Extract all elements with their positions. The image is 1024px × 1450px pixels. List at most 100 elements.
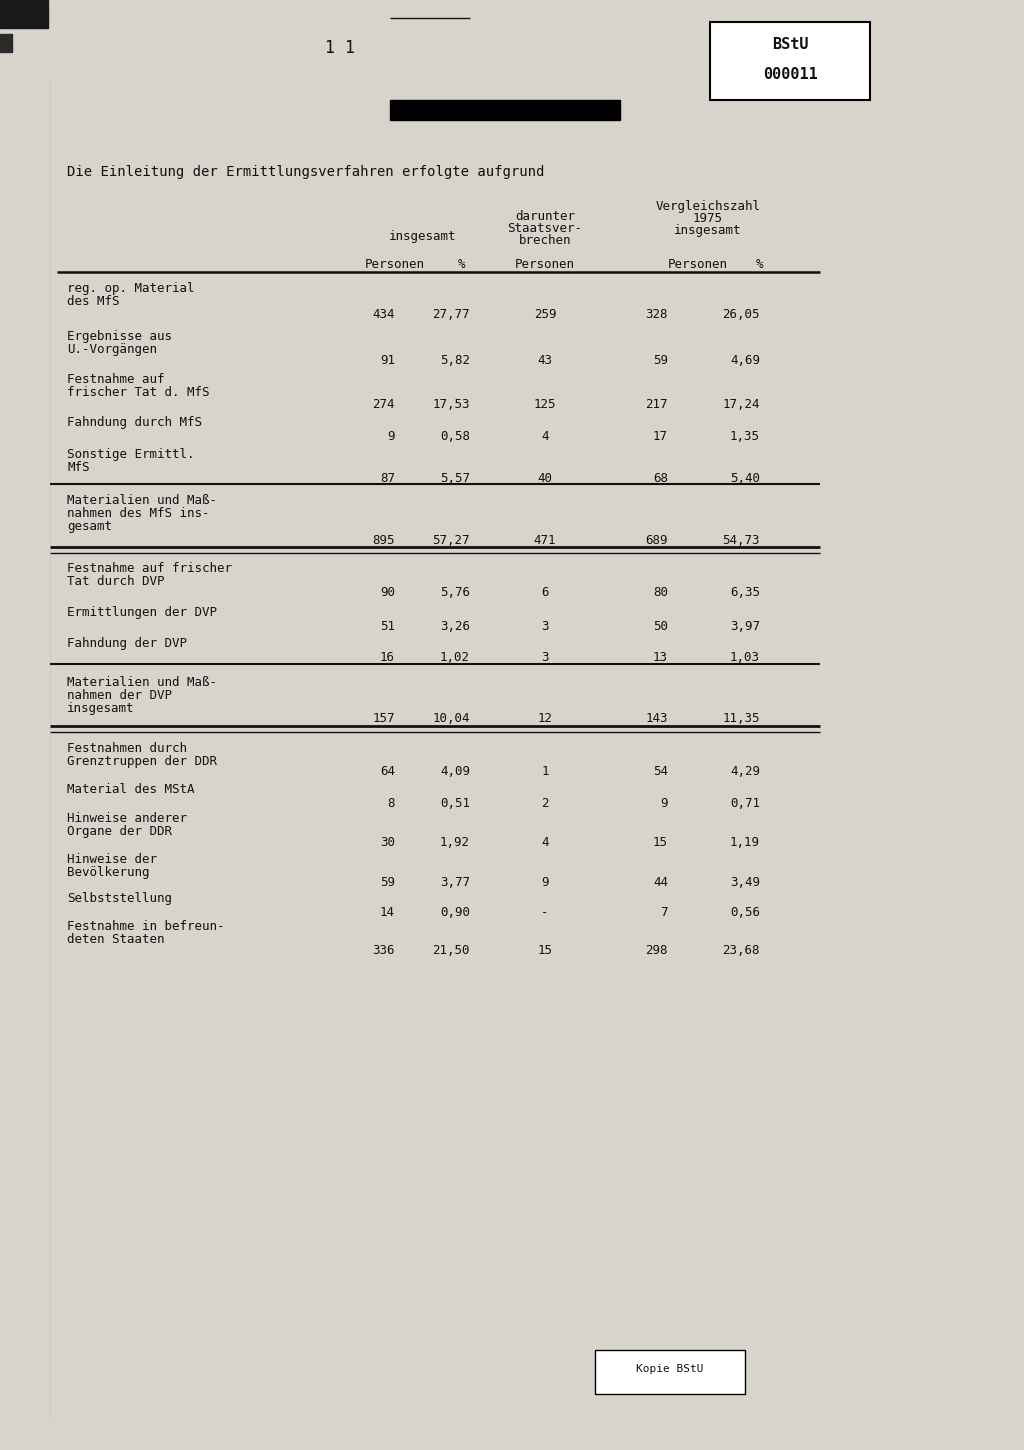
Text: 43: 43: [538, 354, 553, 367]
Text: Personen: Personen: [515, 258, 575, 271]
Text: 6: 6: [542, 586, 549, 599]
Text: MfS: MfS: [67, 461, 89, 474]
Text: Festnahme auf: Festnahme auf: [67, 373, 165, 386]
Text: 54,73: 54,73: [723, 534, 760, 547]
Text: nahmen der DVP: nahmen der DVP: [67, 689, 172, 702]
Text: brechen: brechen: [519, 233, 571, 247]
Text: 11,35: 11,35: [723, 712, 760, 725]
Text: 15: 15: [653, 837, 668, 850]
Text: insgesamt: insgesamt: [389, 231, 457, 244]
Text: 90: 90: [380, 586, 395, 599]
Text: Material des MStA: Material des MStA: [67, 783, 195, 796]
Text: 217: 217: [645, 397, 668, 410]
Text: 0,51: 0,51: [440, 798, 470, 811]
Text: 15: 15: [538, 944, 553, 957]
Text: 54: 54: [653, 766, 668, 779]
Text: %: %: [757, 258, 764, 271]
Text: 336: 336: [373, 944, 395, 957]
Text: 4: 4: [542, 431, 549, 444]
Text: 12: 12: [538, 712, 553, 725]
Text: 26,05: 26,05: [723, 307, 760, 320]
Text: 274: 274: [373, 397, 395, 410]
Text: Fahndung der DVP: Fahndung der DVP: [67, 637, 187, 650]
Text: nahmen des MfS ins-: nahmen des MfS ins-: [67, 507, 210, 521]
Text: reg. op. Material: reg. op. Material: [67, 281, 195, 294]
Text: Organe der DDR: Organe der DDR: [67, 825, 172, 838]
Text: 40: 40: [538, 473, 553, 484]
Text: 10,04: 10,04: [432, 712, 470, 725]
Bar: [0, 0, 48, 28]
Text: 30: 30: [380, 837, 395, 850]
Text: Festnahme auf frischer: Festnahme auf frischer: [67, 563, 232, 576]
Text: 27,77: 27,77: [432, 307, 470, 320]
Text: 1 1: 1 1: [325, 39, 355, 57]
Text: Bevölkerung: Bevölkerung: [67, 866, 150, 879]
Text: frischer Tat d. MfS: frischer Tat d. MfS: [67, 386, 210, 399]
Text: 6,35: 6,35: [730, 586, 760, 599]
Text: 17: 17: [653, 431, 668, 444]
Text: BStU: BStU: [772, 36, 808, 52]
Text: 44: 44: [653, 876, 668, 889]
Text: 87: 87: [380, 473, 395, 484]
Text: %: %: [459, 258, 466, 271]
Text: 1: 1: [542, 766, 549, 779]
Text: Festnahmen durch: Festnahmen durch: [67, 742, 187, 755]
Text: Kopie BStU: Kopie BStU: [636, 1364, 703, 1375]
Text: 1975: 1975: [693, 212, 723, 225]
Text: Fahndung durch MfS: Fahndung durch MfS: [67, 416, 202, 429]
Text: 259: 259: [534, 307, 556, 320]
Text: darunter: darunter: [515, 210, 575, 223]
Text: 64: 64: [380, 766, 395, 779]
Text: 1,02: 1,02: [440, 651, 470, 664]
Text: Selbststellung: Selbststellung: [67, 892, 172, 905]
Text: 50: 50: [653, 621, 668, 634]
Text: 0,58: 0,58: [440, 431, 470, 444]
FancyBboxPatch shape: [710, 22, 870, 100]
Text: 80: 80: [653, 586, 668, 599]
Text: 23,68: 23,68: [723, 944, 760, 957]
Text: 3: 3: [542, 621, 549, 634]
Text: 895: 895: [373, 534, 395, 547]
Text: insgesamt: insgesamt: [674, 223, 741, 236]
Text: 9: 9: [542, 876, 549, 889]
Text: Hinweise anderer: Hinweise anderer: [67, 812, 187, 825]
Text: 21,50: 21,50: [432, 944, 470, 957]
Text: 3,97: 3,97: [730, 621, 760, 634]
Text: 1,92: 1,92: [440, 837, 470, 850]
Text: 3,26: 3,26: [440, 621, 470, 634]
Text: Grenztruppen der DDR: Grenztruppen der DDR: [67, 755, 217, 768]
Text: Personen: Personen: [668, 258, 728, 271]
Text: 17,24: 17,24: [723, 397, 760, 410]
Text: Die Einleitung der Ermittlungsverfahren erfolgte aufgrund: Die Einleitung der Ermittlungsverfahren …: [67, 165, 545, 178]
Text: Ergebnisse aus: Ergebnisse aus: [67, 331, 172, 344]
Text: 5,82: 5,82: [440, 354, 470, 367]
Text: 13: 13: [653, 651, 668, 664]
Text: 4,29: 4,29: [730, 766, 760, 779]
Text: 9: 9: [387, 431, 395, 444]
Text: Vergleichszahl: Vergleichszahl: [655, 200, 761, 213]
Text: 59: 59: [653, 354, 668, 367]
Text: Hinweise der: Hinweise der: [67, 853, 157, 866]
Text: 2: 2: [542, 798, 549, 811]
Text: 5,57: 5,57: [440, 473, 470, 484]
Text: 3,77: 3,77: [440, 876, 470, 889]
Text: insgesamt: insgesamt: [67, 702, 134, 715]
Text: 0,71: 0,71: [730, 798, 760, 811]
Text: 16: 16: [380, 651, 395, 664]
Text: 5,40: 5,40: [730, 473, 760, 484]
Text: des MfS: des MfS: [67, 294, 120, 307]
Text: 91: 91: [380, 354, 395, 367]
Text: 4,69: 4,69: [730, 354, 760, 367]
Text: Staatsver-: Staatsver-: [508, 222, 583, 235]
Text: 4: 4: [542, 837, 549, 850]
Text: U.-Vorgängen: U.-Vorgängen: [67, 344, 157, 357]
Text: 51: 51: [380, 621, 395, 634]
Text: Festnahme in befreun-: Festnahme in befreun-: [67, 919, 224, 932]
Text: Personen: Personen: [365, 258, 425, 271]
Text: -: -: [542, 906, 549, 919]
Text: 9: 9: [660, 798, 668, 811]
Text: 57,27: 57,27: [432, 534, 470, 547]
Text: 5,76: 5,76: [440, 586, 470, 599]
Text: 14: 14: [380, 906, 395, 919]
Text: 298: 298: [645, 944, 668, 957]
